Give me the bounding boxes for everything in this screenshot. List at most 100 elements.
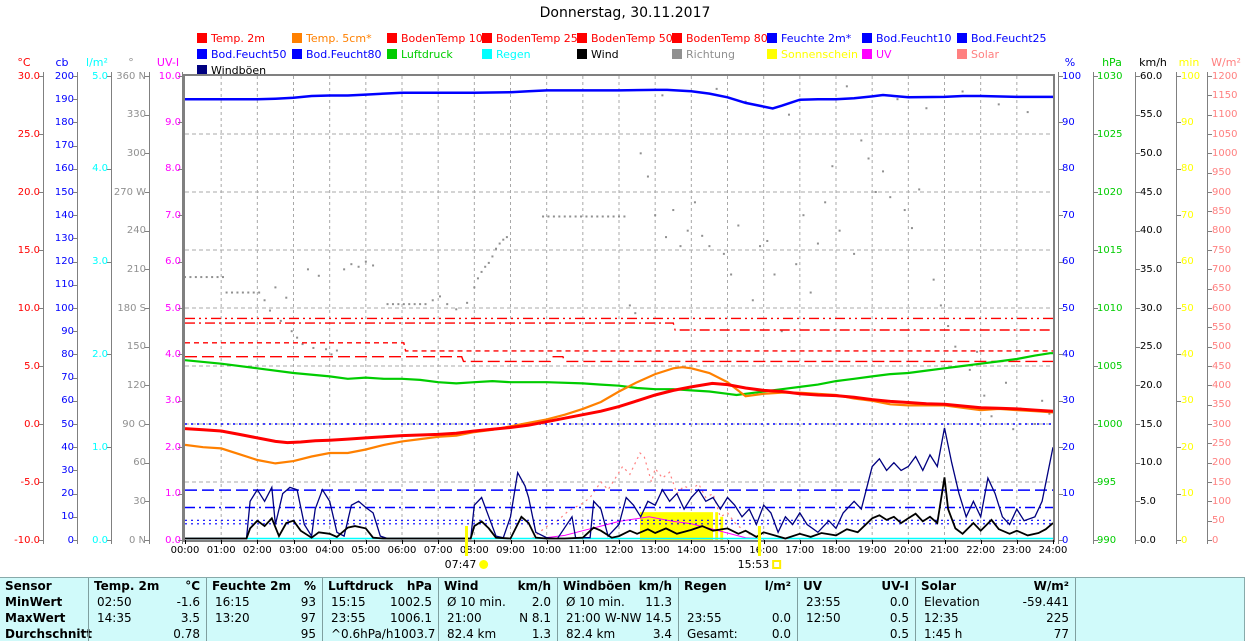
sensor-unit: UV-I	[881, 579, 909, 593]
series-richtung-dot	[824, 201, 827, 204]
sensor-name: Wind	[444, 579, 479, 593]
axis-tick-mark	[73, 447, 77, 449]
table-cell: 13:20 97	[207, 610, 322, 626]
series-richtung-dot	[547, 215, 550, 218]
series-uv	[539, 516, 761, 539]
table-cell: 16:15 93	[207, 594, 322, 610]
axis-tick-mark	[1059, 400, 1063, 402]
axis-tick-label: 2.0	[165, 441, 181, 453]
axis-tick-mark	[145, 501, 149, 503]
sensor-unit: l/m²	[764, 579, 791, 593]
axis-tick-mark	[1208, 211, 1212, 213]
axis-tick-label: 20	[1181, 441, 1194, 453]
sunrise-time: 07:47	[444, 558, 477, 571]
axis-tick-mark	[1094, 250, 1098, 251]
axis-tick-mark	[73, 540, 77, 541]
sunrise-label: 07:47	[445, 558, 489, 571]
cell-value: 0.5	[889, 627, 909, 641]
axis-tick-label: 750	[1212, 244, 1232, 256]
series-richtung-dot	[910, 227, 913, 230]
axis-tick-mark	[1136, 269, 1140, 271]
series-richtung-dot	[306, 268, 309, 271]
axis-tick-label: 10.0	[1140, 457, 1163, 469]
sunrise-marker	[465, 532, 469, 556]
table-cell: 1:45 h 77	[916, 626, 1075, 641]
axis-tick-mark	[178, 540, 182, 541]
sunset-icon	[772, 560, 782, 569]
series-richtung-dot	[896, 98, 899, 101]
legend-label: Bod.Feucht80	[306, 47, 382, 61]
series-richtung-dot	[961, 90, 964, 93]
plot-area[interactable]	[183, 74, 1055, 542]
x-axis-label: 22:00	[966, 545, 996, 556]
axis-tick-label: 900	[1212, 186, 1232, 198]
x-axis-tick	[691, 540, 693, 544]
axis-tick-mark	[39, 192, 43, 193]
series-richtung-dot	[402, 303, 405, 306]
series-richtung-dot	[612, 215, 615, 218]
x-axis-label: 04:00	[315, 545, 345, 556]
series-richtung-dot	[211, 276, 214, 279]
axis-tick-mark	[178, 76, 182, 77]
legend-label: BodenTemp 80	[686, 31, 768, 45]
axis-tick-label: 270 W	[113, 186, 146, 198]
axis-tick-mark	[1208, 443, 1212, 445]
axis-tick-mark	[1136, 76, 1140, 77]
table-cell: Ø 10 min. 2.0	[439, 594, 557, 610]
cell-time: Gesamt:	[687, 627, 738, 641]
table-cell: 14:35 3.5	[89, 610, 206, 626]
axis-tick-mark	[1208, 269, 1212, 271]
x-axis-tick	[582, 540, 584, 544]
axis-line	[149, 72, 150, 544]
legend-swatch-solar	[957, 49, 967, 59]
axis-tick-label: 4.0	[165, 348, 181, 360]
series-richtung-dot	[816, 242, 819, 245]
axis-tick-label: 100	[54, 302, 74, 314]
cell-time: ^0.6hPa/h	[331, 627, 394, 641]
legend-item-luftdruck: Luftdruck	[387, 46, 482, 62]
legend-swatch-feuchte-2m	[767, 33, 777, 43]
series-richtung-dot	[708, 245, 711, 248]
series-bodentemp-10	[185, 356, 1053, 363]
series-richtung-dot	[623, 215, 626, 218]
series-richtung-dot	[925, 107, 928, 110]
series-richtung-dot	[236, 291, 239, 294]
table-cell: 23:55 1006.1	[323, 610, 438, 626]
sensor-name: UV	[803, 579, 823, 593]
series-richtung-dot	[563, 215, 566, 218]
axis-tick-label: 90	[1062, 116, 1075, 128]
x-axis-tick	[365, 540, 367, 544]
axis-tick-mark	[1059, 354, 1063, 356]
cell-value: 97	[300, 611, 316, 625]
axis-tick-mark	[1208, 404, 1212, 406]
legend-swatch-sonnenschein	[767, 49, 777, 59]
row-label: Sensor	[5, 579, 52, 593]
series-richtung-dot	[225, 291, 228, 294]
axis-title-c: °C	[17, 56, 31, 69]
axis-tick-label: 40	[61, 441, 74, 453]
axis-tick-mark	[1094, 366, 1098, 367]
axis-tick-mark	[39, 76, 43, 77]
axis-tick-mark	[73, 377, 77, 379]
table-cell: 23:55 0.0	[679, 610, 797, 626]
axis-tick-mark	[73, 354, 77, 356]
axis-tick-mark	[1059, 76, 1063, 77]
axis-tick-label: 40	[1181, 348, 1194, 360]
series-richtung-dot	[628, 304, 631, 307]
series-richtung-dot	[715, 87, 718, 90]
axis-tick-mark	[73, 308, 77, 309]
column-header: UV UV-I	[798, 578, 915, 594]
column-header: Windböen km/h	[558, 578, 678, 594]
axis-tick-label: 5.0	[92, 70, 108, 82]
axis-tick-mark	[1059, 540, 1063, 541]
axis-tick-mark	[1177, 215, 1181, 217]
axis-tick-label: 5.0	[1140, 495, 1156, 507]
legend-swatch-windb-en	[197, 65, 207, 75]
axis-tick-mark	[73, 76, 77, 77]
axis-tick-mark	[1059, 493, 1063, 495]
axis-tick-label: 70	[1062, 209, 1075, 221]
x-axis-tick	[727, 540, 729, 544]
x-axis-label: 00:00	[170, 545, 200, 556]
axis-tick-label: 50.0	[1140, 147, 1163, 159]
axis-tick-mark	[1136, 192, 1140, 193]
